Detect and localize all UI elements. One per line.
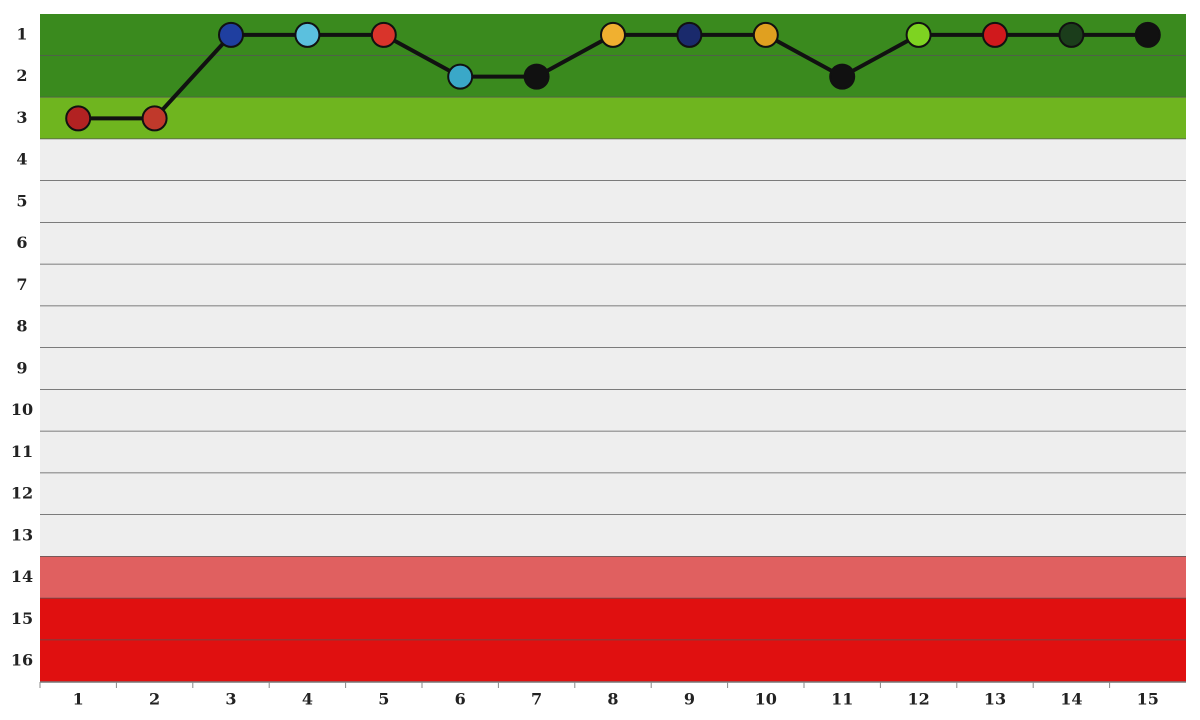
row-band — [40, 473, 1186, 515]
team-marker — [65, 105, 92, 132]
x-tick-label: 8 — [607, 690, 618, 709]
team-marker — [1134, 21, 1161, 48]
row-band — [40, 264, 1186, 307]
row-band — [40, 640, 1186, 682]
y-tick-label: 9 — [16, 358, 27, 377]
team-marker — [1058, 21, 1085, 48]
team-marker — [752, 21, 779, 48]
team-marker — [905, 21, 932, 48]
x-tick-label: 5 — [378, 690, 389, 709]
row-band — [40, 515, 1186, 557]
y-tick-label: 1 — [16, 24, 27, 43]
team-marker — [294, 21, 321, 48]
team-marker — [447, 63, 474, 90]
row-band — [40, 97, 1186, 140]
team-marker — [982, 21, 1008, 48]
y-tick-label: 2 — [16, 66, 27, 85]
team-marker — [218, 21, 244, 48]
row-band — [40, 598, 1186, 641]
y-tick-label: 5 — [16, 191, 27, 210]
row-band — [40, 348, 1186, 390]
row-band — [40, 181, 1186, 223]
row-band — [40, 139, 1186, 181]
x-tick-label: 3 — [225, 690, 236, 709]
y-tick-label: 10 — [11, 400, 33, 419]
y-tick-label: 11 — [11, 442, 33, 461]
row-band — [40, 389, 1186, 432]
x-tick-label: 7 — [531, 690, 542, 709]
team-marker — [141, 105, 168, 132]
row-band — [40, 55, 1186, 98]
row-band — [40, 306, 1186, 348]
team-marker — [829, 63, 856, 90]
x-tick-label: 6 — [455, 690, 466, 709]
y-tick-label: 8 — [16, 317, 27, 336]
x-tick-label: 15 — [1137, 690, 1159, 709]
x-tick-label: 11 — [831, 690, 853, 709]
x-tick-label: 14 — [1060, 690, 1082, 709]
row-band — [40, 556, 1186, 599]
team-marker — [676, 21, 703, 48]
row-band — [40, 222, 1186, 265]
y-tick-label: 16 — [11, 651, 33, 670]
y-tick-label: 4 — [16, 150, 27, 169]
team-marker — [523, 63, 550, 90]
y-tick-label: 15 — [11, 609, 33, 628]
y-tick-label: 3 — [16, 108, 27, 127]
row-band — [40, 431, 1186, 474]
x-tick-label: 1 — [73, 690, 84, 709]
x-tick-label: 4 — [302, 690, 313, 709]
y-tick-label: 6 — [16, 233, 27, 252]
x-tick-label: 2 — [149, 690, 160, 709]
x-tick-label: 12 — [907, 690, 929, 709]
x-tick-label: 13 — [984, 690, 1006, 709]
x-tick-label: 10 — [755, 690, 777, 709]
x-tick-label: 9 — [684, 690, 695, 709]
y-tick-label: 14 — [11, 567, 33, 586]
y-tick-label: 7 — [16, 275, 27, 294]
y-tick-label: 12 — [11, 484, 33, 503]
team-marker — [600, 21, 626, 48]
team-marker — [370, 21, 397, 48]
y-tick-label: 13 — [11, 525, 33, 544]
